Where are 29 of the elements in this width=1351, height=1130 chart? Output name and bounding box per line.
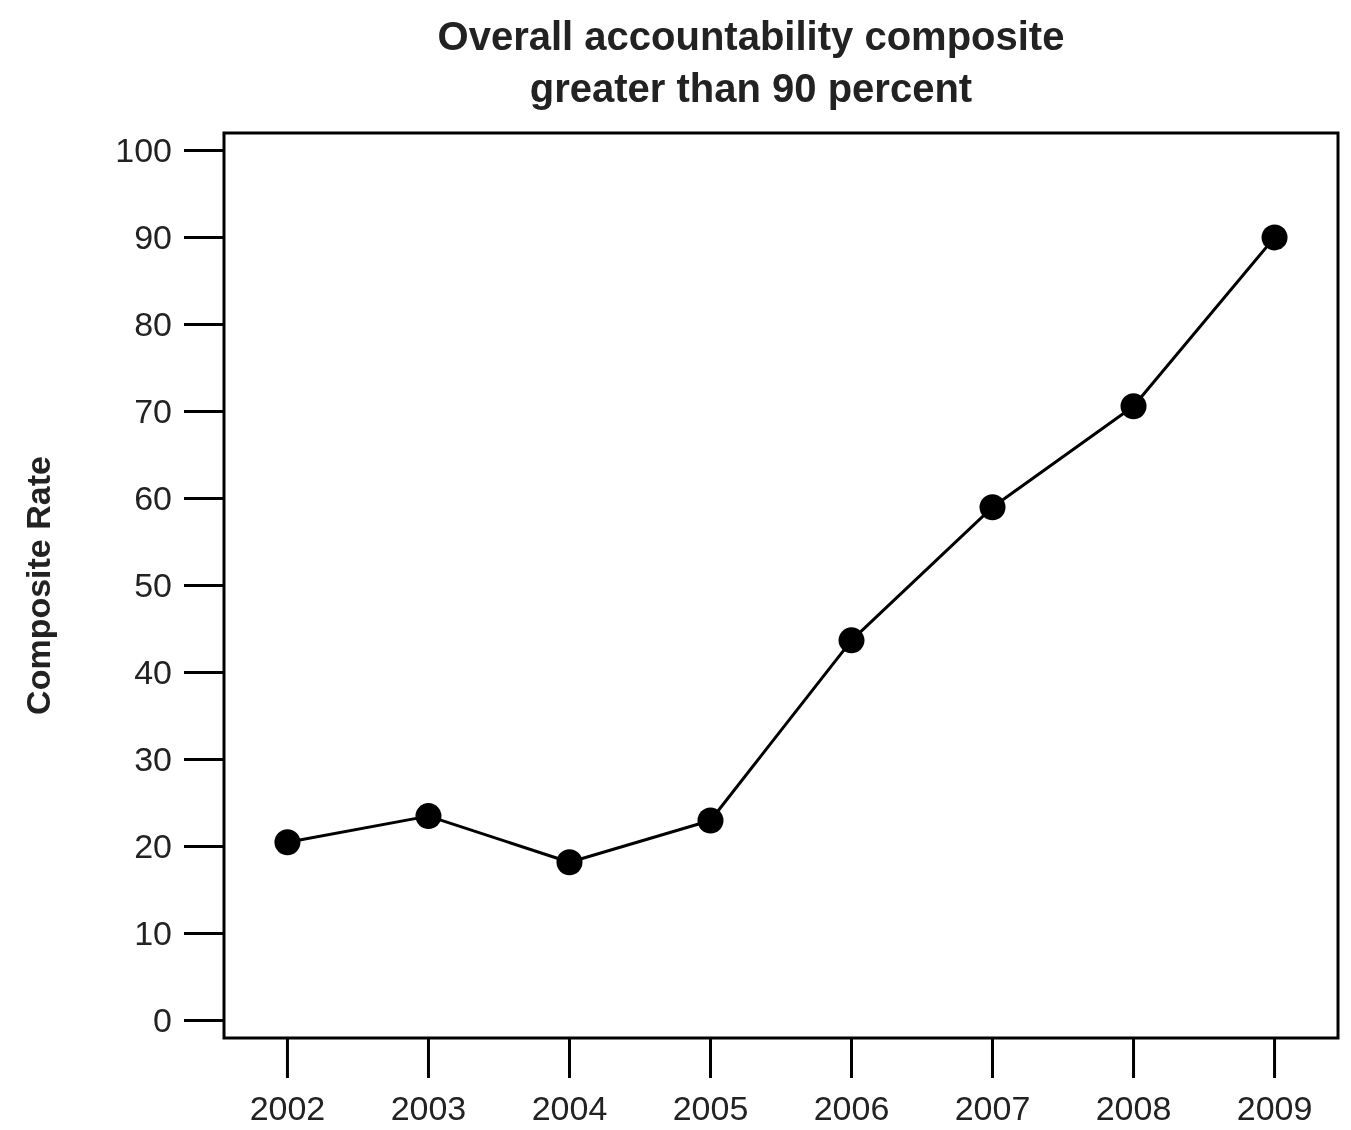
x-tick-label: 2005 bbox=[672, 1089, 749, 1127]
point bbox=[556, 849, 583, 876]
y-tick-label: 70 bbox=[134, 392, 172, 431]
x-tick-label: 2006 bbox=[813, 1089, 890, 1127]
y-tick-label: 0 bbox=[153, 1001, 172, 1040]
point bbox=[697, 807, 724, 834]
point bbox=[838, 627, 865, 654]
point bbox=[979, 494, 1006, 521]
y-tick-label: 30 bbox=[134, 740, 172, 779]
y-tick-label: 100 bbox=[115, 131, 172, 170]
y-tick-label: 20 bbox=[134, 827, 172, 866]
y-tick-label: 40 bbox=[134, 653, 172, 692]
point bbox=[274, 829, 301, 856]
x-tick-label: 2009 bbox=[1236, 1089, 1313, 1127]
chart-title: Overall accountability composite greater than 90 percent bbox=[437, 14, 1065, 110]
y-tick-label: 80 bbox=[134, 305, 172, 344]
y-axis-title: Composite Rate bbox=[19, 456, 57, 715]
x-tick-label: 2004 bbox=[531, 1089, 608, 1127]
y-tick-label: 60 bbox=[134, 479, 172, 518]
point bbox=[1120, 393, 1147, 420]
x-tick-label: 2007 bbox=[954, 1089, 1031, 1127]
x-tick-label: 2003 bbox=[390, 1089, 467, 1127]
x-tick-label: 2002 bbox=[249, 1089, 326, 1127]
y-tick-label: 90 bbox=[134, 218, 172, 257]
y-tick-label: 10 bbox=[134, 914, 172, 953]
x-tick-label: 2008 bbox=[1095, 1089, 1172, 1127]
point bbox=[1261, 224, 1288, 251]
point bbox=[415, 803, 442, 830]
y-tick-label: 50 bbox=[134, 566, 172, 605]
